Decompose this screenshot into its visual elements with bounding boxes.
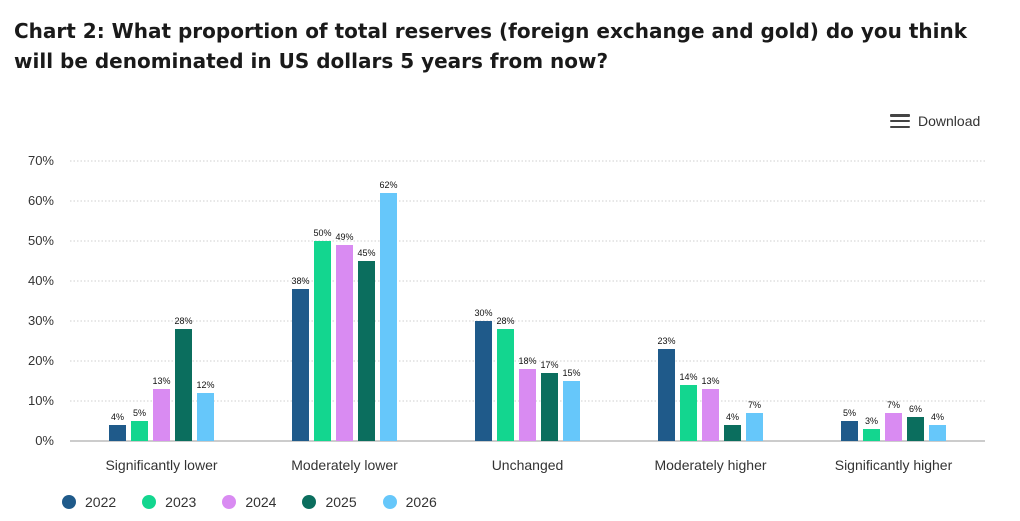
data-label: 49%: [335, 232, 353, 242]
x-tick-label: Moderately higher: [654, 457, 766, 473]
bar: [175, 329, 192, 441]
bar: [841, 421, 858, 441]
y-tick-label: 40%: [28, 273, 54, 288]
data-label: 4%: [726, 412, 739, 422]
legend-label: 2023: [165, 494, 196, 510]
data-label: 18%: [518, 356, 536, 366]
bar: [680, 385, 697, 441]
y-tick-label: 60%: [28, 193, 54, 208]
data-label: 4%: [931, 412, 944, 422]
data-label: 4%: [111, 412, 124, 422]
y-tick-label: 0%: [35, 433, 54, 448]
data-label: 17%: [540, 360, 558, 370]
data-label: 5%: [133, 408, 146, 418]
legend-label: 2025: [325, 494, 356, 510]
bar: [109, 425, 126, 441]
legend-label: 2026: [406, 494, 437, 510]
bar: [724, 425, 741, 441]
data-label: 38%: [291, 276, 309, 286]
data-label: 13%: [701, 376, 719, 386]
data-label: 7%: [887, 400, 900, 410]
y-tick-label: 10%: [28, 393, 54, 408]
bar: [197, 393, 214, 441]
legend-item[interactable]: 2023: [142, 494, 196, 510]
x-tick-label: Significantly higher: [835, 457, 953, 473]
bar: [380, 193, 397, 441]
data-label: 7%: [748, 400, 761, 410]
x-tick-label: Unchanged: [492, 457, 564, 473]
data-label: 28%: [496, 316, 514, 326]
bar: [702, 389, 719, 441]
legend-swatch: [142, 495, 156, 509]
y-tick-label: 20%: [28, 353, 54, 368]
bar: [885, 413, 902, 441]
bar: [131, 421, 148, 441]
legend-label: 2022: [85, 494, 116, 510]
data-label: 28%: [174, 316, 192, 326]
data-label: 50%: [313, 228, 331, 238]
bar: [314, 241, 331, 441]
bar: [746, 413, 763, 441]
bar: [358, 261, 375, 441]
bar: [519, 369, 536, 441]
legend-item[interactable]: 2026: [383, 494, 437, 510]
data-label: 13%: [152, 376, 170, 386]
data-label: 62%: [379, 180, 397, 190]
y-tick-label: 70%: [28, 153, 54, 168]
bar: [292, 289, 309, 441]
bar: [907, 417, 924, 441]
bar: [563, 381, 580, 441]
data-label: 15%: [562, 368, 580, 378]
data-label: 12%: [196, 380, 214, 390]
data-label: 30%: [474, 308, 492, 318]
bar: [658, 349, 675, 441]
bar: [153, 389, 170, 441]
data-label: 6%: [909, 404, 922, 414]
data-label: 5%: [843, 408, 856, 418]
bar: [541, 373, 558, 441]
data-label: 45%: [357, 248, 375, 258]
legend-swatch: [222, 495, 236, 509]
x-tick-label: Significantly lower: [105, 457, 217, 473]
bar: [336, 245, 353, 441]
data-label: 23%: [657, 336, 675, 346]
legend-item[interactable]: 2024: [222, 494, 276, 510]
legend-swatch: [62, 495, 76, 509]
legend-item[interactable]: 2025: [302, 494, 356, 510]
data-label: 3%: [865, 416, 878, 426]
legend-swatch: [383, 495, 397, 509]
bar: [929, 425, 946, 441]
chart-legend: 2022 2023 2024 2025 2026: [62, 492, 463, 512]
y-tick-label: 50%: [28, 233, 54, 248]
x-tick-label: Moderately lower: [291, 457, 398, 473]
legend-label: 2024: [245, 494, 276, 510]
bar: [475, 321, 492, 441]
y-tick-label: 30%: [28, 313, 54, 328]
bar: [497, 329, 514, 441]
legend-swatch: [302, 495, 316, 509]
bar: [863, 429, 880, 441]
data-label: 14%: [679, 372, 697, 382]
legend-item[interactable]: 2022: [62, 494, 116, 510]
